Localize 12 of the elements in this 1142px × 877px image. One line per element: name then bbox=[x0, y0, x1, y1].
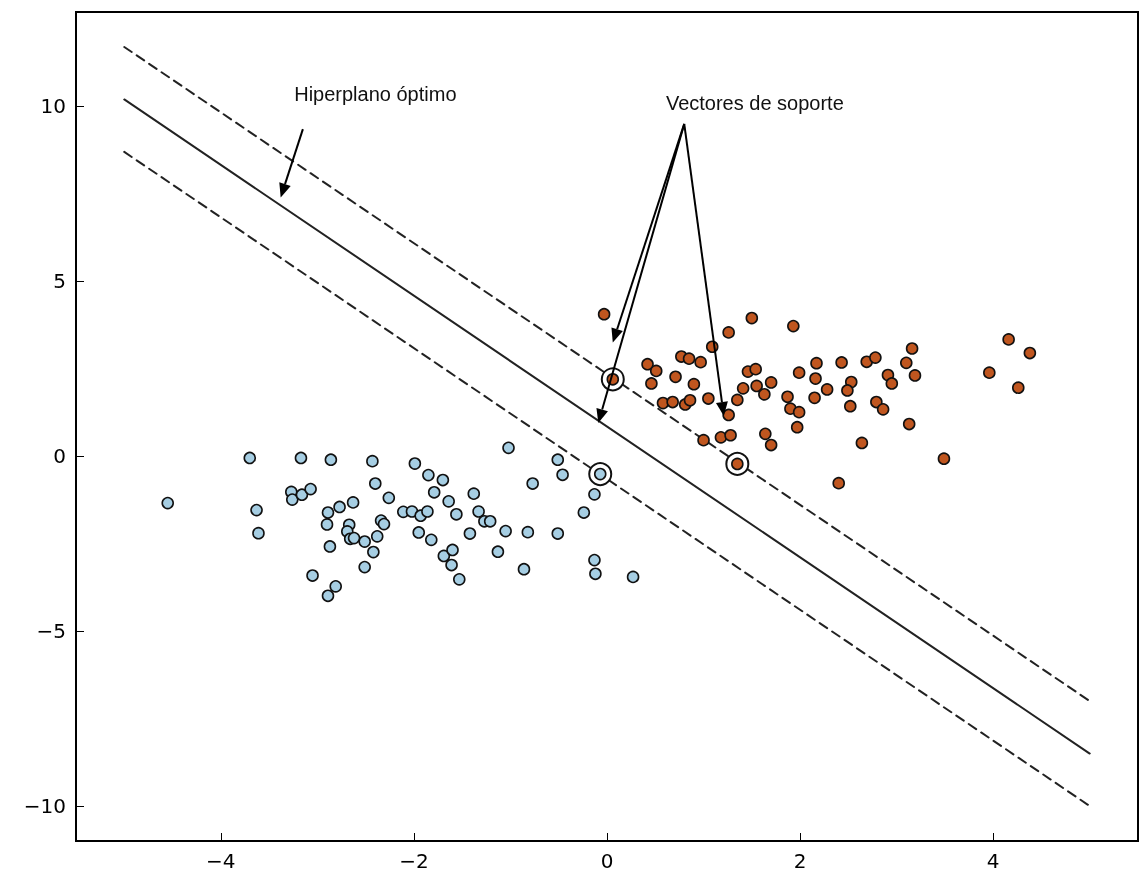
x-tick-label: 0 bbox=[600, 849, 614, 873]
y-tick-label: 5 bbox=[53, 269, 66, 294]
x-tick-label: −4 bbox=[206, 849, 236, 873]
annotation: Hiperplano óptimo bbox=[294, 82, 457, 106]
y-tick-label: −10 bbox=[23, 794, 66, 819]
y-tick-label: 10 bbox=[40, 94, 66, 119]
x-tick-label: −2 bbox=[399, 849, 429, 873]
annotation: Vectores de soporte bbox=[665, 91, 844, 115]
y-tick-label: 0 bbox=[53, 444, 66, 469]
x-tick-label: 4 bbox=[986, 849, 1000, 873]
x-tick-label: 2 bbox=[793, 849, 807, 873]
y-tick-label: −5 bbox=[36, 619, 66, 644]
